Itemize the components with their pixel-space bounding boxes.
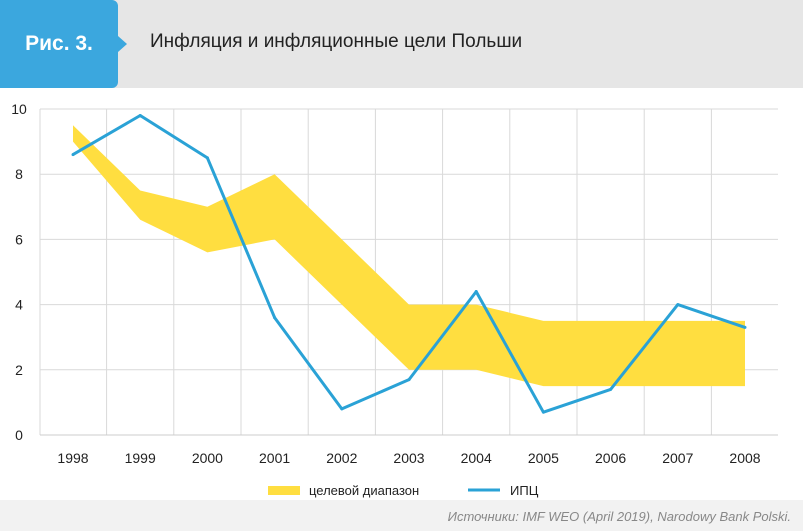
chart-title: Инфляция и инфляционные цели Польши	[150, 31, 523, 52]
y-tick-label: 6	[15, 231, 23, 247]
cpi-data-point	[743, 325, 747, 329]
source-note: Источники: IMF WEO (April 2019), Narodow…	[447, 509, 791, 524]
legend-band-label: целевой диапазон	[309, 483, 419, 498]
cpi-data-point	[138, 114, 142, 118]
x-tick-label: 1998	[57, 450, 88, 466]
cpi-data-point	[71, 153, 75, 157]
legend-cpi-label: ИПЦ	[510, 483, 539, 498]
chart-area: 0 2 4 6 8 10 1998 1999 2000 2001 2002 2003 2004 2005 2…	[0, 88, 803, 500]
cpi-data-point	[273, 316, 277, 320]
target-band-area	[73, 125, 745, 387]
badge-arrow-icon	[118, 36, 127, 52]
y-tick-label: 10	[11, 101, 27, 117]
cpi-data-point	[541, 410, 545, 414]
y-tick-label: 8	[15, 166, 23, 182]
x-tick-label: 1999	[125, 450, 156, 466]
cpi-data-point	[474, 290, 478, 294]
y-tick-label: 0	[15, 427, 23, 443]
x-tick-label: 2008	[729, 450, 760, 466]
x-tick-label: 2004	[461, 450, 492, 466]
cpi-data-point	[676, 303, 680, 307]
x-tick-label: 2007	[662, 450, 693, 466]
x-tick-label: 2000	[192, 450, 223, 466]
header-bar: Рис. 3. Инфляция и инфляционные цели Пол…	[0, 0, 803, 88]
x-tick-label: 2005	[528, 450, 559, 466]
y-tick-label: 4	[15, 297, 23, 313]
legend-band-swatch	[268, 486, 300, 495]
inflation-chart: 0 2 4 6 8 10 1998 1999 2000 2001 2002 2003 2004 2005 2…	[11, 101, 778, 498]
x-tick-label: 2002	[326, 450, 357, 466]
y-tick-label: 2	[15, 362, 23, 378]
cpi-data-point	[407, 378, 411, 382]
figure-label: Рис. 3.	[0, 0, 118, 88]
x-tick-label: 2003	[393, 450, 424, 466]
cpi-data-point	[205, 156, 209, 160]
cpi-data-point	[340, 407, 344, 411]
cpi-data-point	[609, 387, 613, 391]
x-tick-label: 2006	[595, 450, 626, 466]
x-tick-label: 2001	[259, 450, 290, 466]
